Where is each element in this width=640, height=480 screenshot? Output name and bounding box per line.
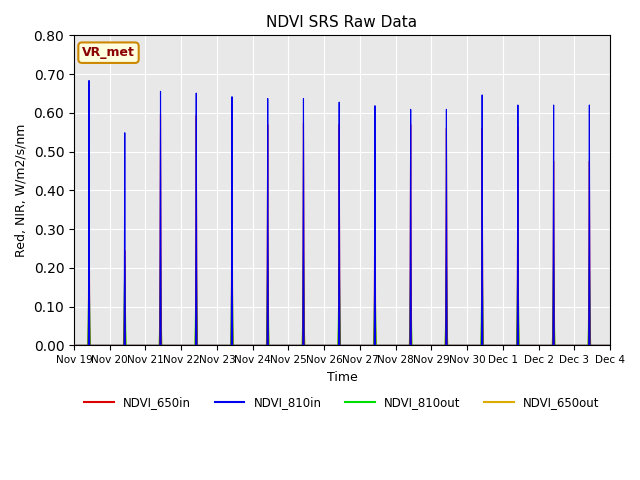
X-axis label: Time: Time [326,371,357,384]
Y-axis label: Red, NIR, W/m2/s/nm: Red, NIR, W/m2/s/nm [15,124,28,257]
Text: VR_met: VR_met [82,46,135,59]
Legend: NDVI_650in, NDVI_810in, NDVI_810out, NDVI_650out: NDVI_650in, NDVI_810in, NDVI_810out, NDV… [79,392,605,414]
Title: NDVI SRS Raw Data: NDVI SRS Raw Data [266,15,417,30]
